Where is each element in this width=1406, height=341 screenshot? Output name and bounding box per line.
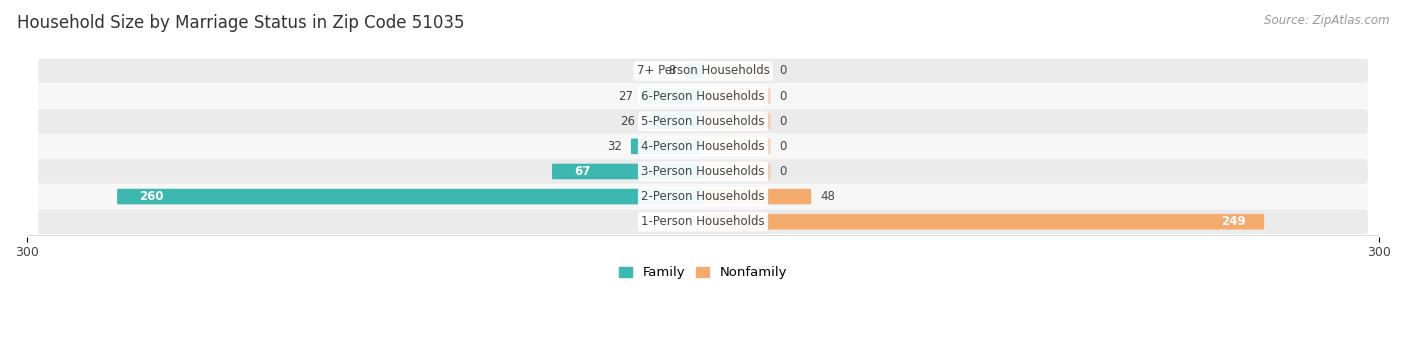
FancyBboxPatch shape: [38, 109, 1368, 134]
Text: 249: 249: [1222, 215, 1246, 228]
Text: 4-Person Households: 4-Person Households: [641, 140, 765, 153]
Text: 2-Person Households: 2-Person Households: [641, 190, 765, 203]
FancyBboxPatch shape: [631, 138, 703, 154]
FancyBboxPatch shape: [553, 164, 703, 179]
FancyBboxPatch shape: [643, 88, 703, 104]
Text: 8: 8: [669, 64, 676, 77]
Text: 3-Person Households: 3-Person Households: [641, 165, 765, 178]
FancyBboxPatch shape: [703, 63, 770, 79]
FancyBboxPatch shape: [703, 88, 770, 104]
Text: 32: 32: [607, 140, 621, 153]
Text: 1-Person Households: 1-Person Households: [641, 215, 765, 228]
Text: 26: 26: [620, 115, 636, 128]
FancyBboxPatch shape: [38, 134, 1368, 159]
Text: Household Size by Marriage Status in Zip Code 51035: Household Size by Marriage Status in Zip…: [17, 14, 464, 32]
FancyBboxPatch shape: [703, 114, 770, 129]
FancyBboxPatch shape: [703, 214, 1264, 229]
Text: Source: ZipAtlas.com: Source: ZipAtlas.com: [1264, 14, 1389, 27]
Text: 6-Person Households: 6-Person Households: [641, 90, 765, 103]
FancyBboxPatch shape: [38, 159, 1368, 184]
Text: 48: 48: [820, 190, 835, 203]
FancyBboxPatch shape: [703, 164, 770, 179]
Text: 7+ Person Households: 7+ Person Households: [637, 64, 769, 77]
Text: 67: 67: [575, 165, 591, 178]
Text: 27: 27: [619, 90, 633, 103]
Text: 5-Person Households: 5-Person Households: [641, 115, 765, 128]
Text: 0: 0: [779, 115, 787, 128]
FancyBboxPatch shape: [38, 184, 1368, 209]
FancyBboxPatch shape: [38, 209, 1368, 234]
FancyBboxPatch shape: [685, 63, 703, 79]
Legend: Family, Nonfamily: Family, Nonfamily: [613, 261, 793, 284]
Text: 0: 0: [779, 140, 787, 153]
FancyBboxPatch shape: [38, 59, 1368, 83]
FancyBboxPatch shape: [38, 84, 1368, 108]
FancyBboxPatch shape: [644, 114, 703, 129]
Text: 0: 0: [779, 165, 787, 178]
Text: 0: 0: [779, 90, 787, 103]
FancyBboxPatch shape: [703, 138, 770, 154]
Text: 0: 0: [779, 64, 787, 77]
FancyBboxPatch shape: [117, 189, 703, 204]
FancyBboxPatch shape: [703, 189, 811, 204]
Text: 260: 260: [139, 190, 165, 203]
